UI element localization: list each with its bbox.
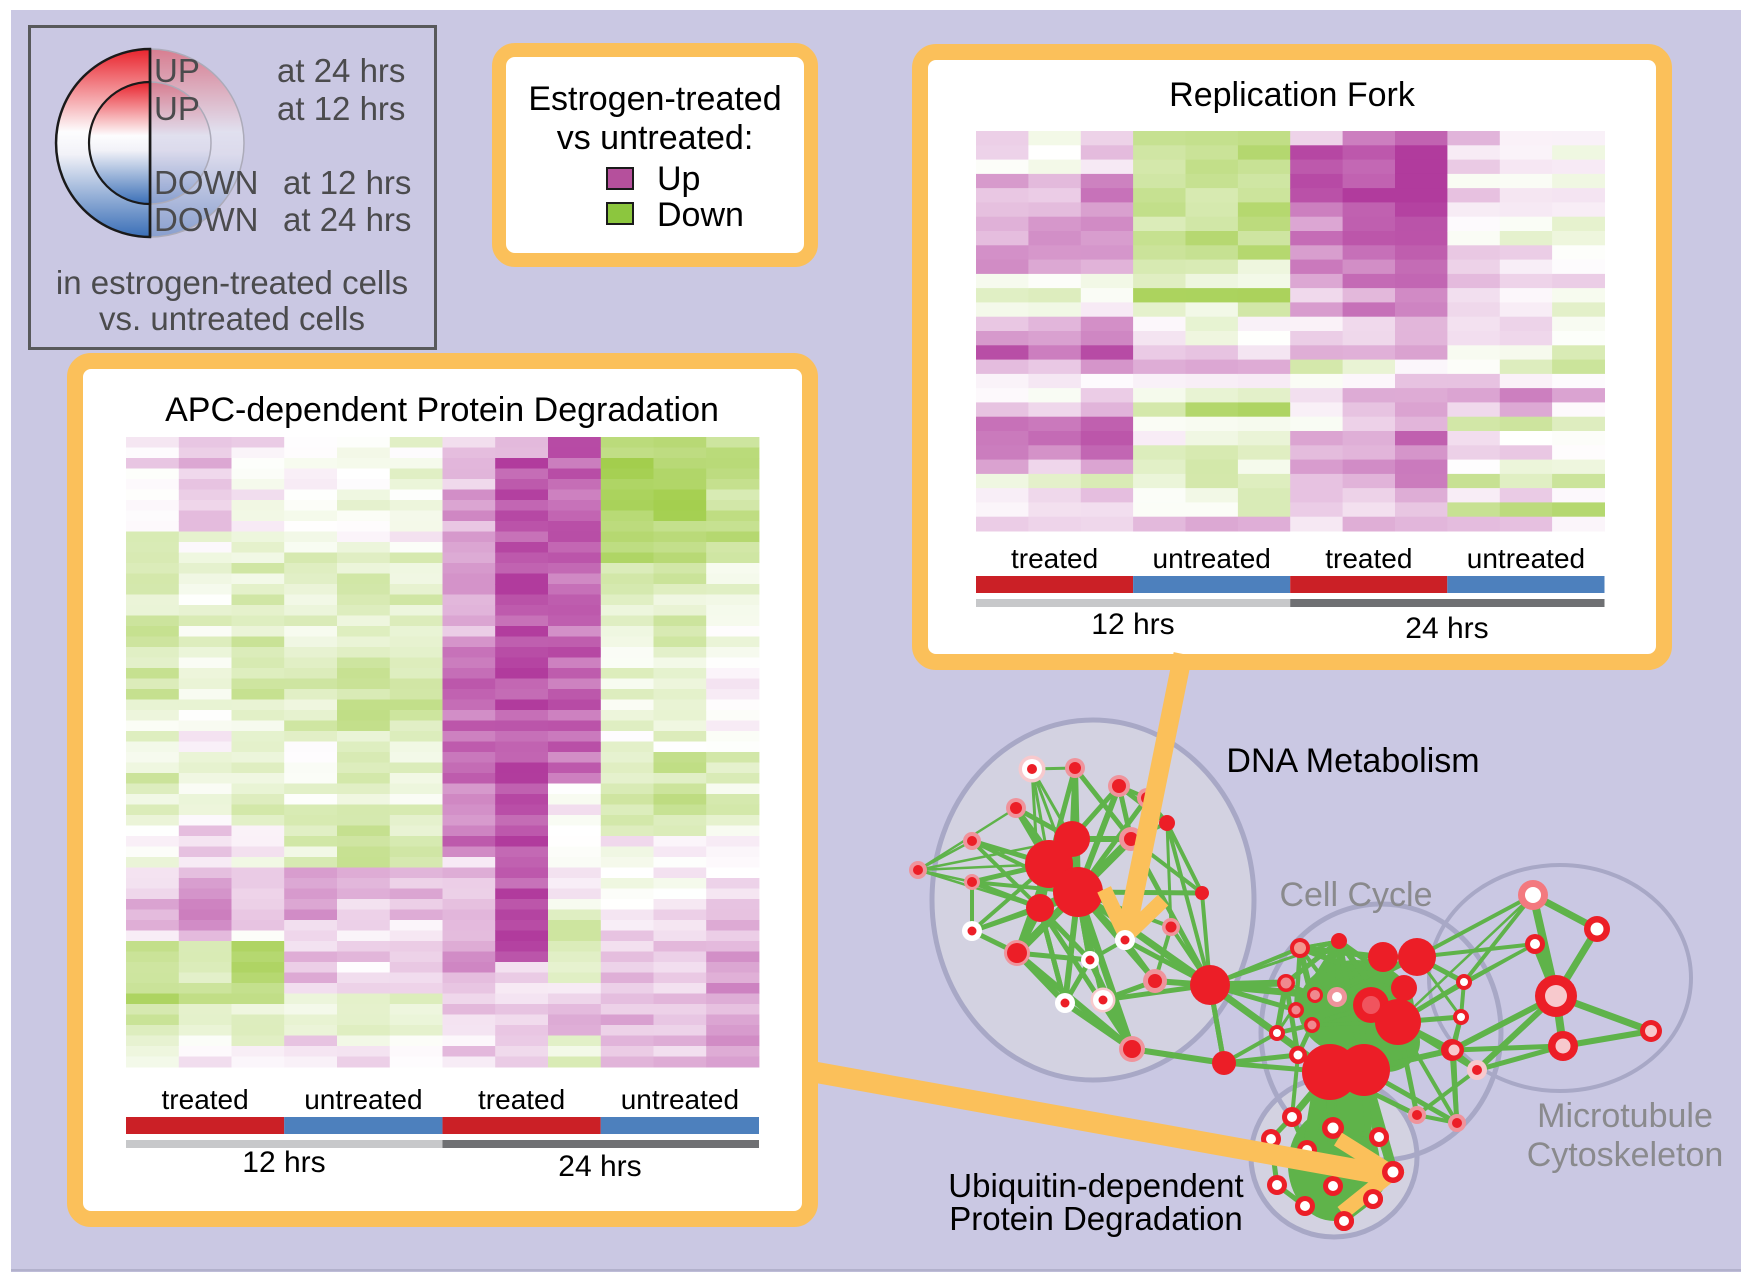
svg-text:treated: treated xyxy=(162,1084,249,1115)
svg-text:DNA Metabolism: DNA Metabolism xyxy=(1226,742,1479,780)
svg-text:DOWN: DOWN xyxy=(154,164,258,201)
svg-text:DOWN: DOWN xyxy=(154,201,258,238)
svg-text:Ubiquitin-dependent: Ubiquitin-dependent xyxy=(948,1167,1243,1204)
svg-text:Protein Degradation: Protein Degradation xyxy=(949,1200,1243,1237)
svg-text:Cytoskeleton: Cytoskeleton xyxy=(1527,1136,1724,1174)
svg-text:APC-dependent Protein Degradat: APC-dependent Protein Degradation xyxy=(165,391,719,429)
svg-text:treated: treated xyxy=(1325,543,1412,574)
svg-text:24 hrs: 24 hrs xyxy=(558,1150,641,1183)
svg-text:UP: UP xyxy=(154,52,200,89)
svg-text:vs untreated:: vs untreated: xyxy=(557,119,754,157)
svg-text:at 12 hrs: at 12 hrs xyxy=(277,90,405,127)
svg-text:untreated: untreated xyxy=(304,1084,422,1115)
svg-text:Estrogen-treated: Estrogen-treated xyxy=(528,80,781,118)
svg-text:vs. untreated cells: vs. untreated cells xyxy=(99,300,365,337)
svg-text:12 hrs: 12 hrs xyxy=(242,1146,325,1179)
svg-text:treated: treated xyxy=(478,1084,565,1115)
svg-text:Microtubule: Microtubule xyxy=(1537,1097,1713,1135)
svg-text:Replication Fork: Replication Fork xyxy=(1169,76,1416,114)
svg-text:untreated: untreated xyxy=(1467,543,1585,574)
svg-text:in estrogen-treated cells: in estrogen-treated cells xyxy=(56,264,408,301)
svg-text:treated: treated xyxy=(1011,543,1098,574)
svg-text:untreated: untreated xyxy=(621,1084,739,1115)
svg-text:Up: Up xyxy=(657,160,700,198)
svg-text:24 hrs: 24 hrs xyxy=(1405,612,1488,645)
svg-text:at 12 hrs: at 12 hrs xyxy=(283,164,411,201)
svg-text:UP: UP xyxy=(154,90,200,127)
svg-text:at 24 hrs: at 24 hrs xyxy=(283,201,411,238)
svg-text:at 24 hrs: at 24 hrs xyxy=(277,52,405,89)
svg-text:Cell Cycle: Cell Cycle xyxy=(1279,876,1432,914)
svg-text:untreated: untreated xyxy=(1153,543,1271,574)
svg-text:12 hrs: 12 hrs xyxy=(1091,608,1174,641)
svg-text:Down: Down xyxy=(657,196,744,234)
